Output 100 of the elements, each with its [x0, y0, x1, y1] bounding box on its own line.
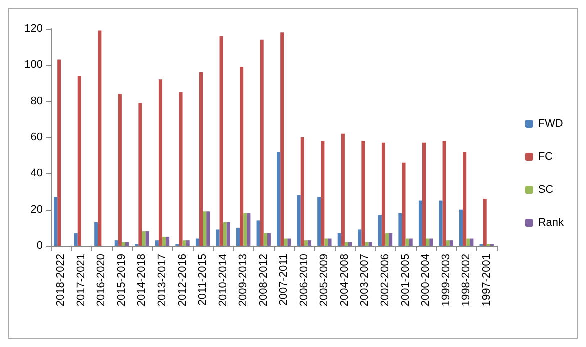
bar [182, 240, 186, 246]
y-tick-label: 120 [24, 23, 43, 35]
bar [365, 242, 369, 246]
legend-label: FWD [538, 118, 564, 130]
y-tick-label: 80 [30, 95, 43, 108]
bar [226, 222, 230, 246]
bar [483, 198, 487, 246]
bar [430, 238, 434, 246]
bar [422, 142, 426, 246]
x-tick-label: 2018-2022 [55, 254, 68, 307]
bar [328, 238, 332, 246]
bar [267, 233, 271, 246]
legend-label: SC [538, 184, 554, 196]
x-tick-label: 2008-2012 [258, 254, 270, 307]
bar [280, 32, 284, 246]
x-tick-label: 2003-2007 [359, 254, 372, 307]
bar [236, 228, 240, 246]
bar [470, 238, 474, 246]
bar [220, 36, 224, 246]
bar [158, 80, 162, 246]
bar [58, 60, 62, 246]
bar [277, 152, 281, 246]
bar [426, 238, 430, 246]
x-tick-label: 2014-2018 [136, 254, 148, 307]
x-tick-label: 2017-2021 [75, 254, 88, 307]
bar [138, 103, 142, 246]
bar [122, 242, 126, 246]
x-tick-label: 1999-2003 [440, 254, 452, 307]
bar [223, 222, 227, 246]
bar [341, 134, 345, 246]
x-tick-label: 1998-2002 [460, 254, 473, 307]
x-tick-label: 2012-2016 [176, 254, 189, 307]
bar [118, 94, 122, 246]
x-tick-label: 2009-2013 [238, 254, 250, 307]
bar [155, 240, 159, 246]
x-tick-label: 2013-2017 [156, 254, 168, 307]
bar [200, 72, 204, 246]
bar [450, 240, 454, 246]
bar [240, 66, 244, 246]
y-tick-label: 0 [36, 240, 43, 252]
bar [344, 242, 348, 246]
bar [54, 197, 58, 246]
bar [206, 212, 210, 246]
bar [146, 232, 150, 246]
bar [288, 238, 292, 246]
bar [247, 213, 251, 246]
x-tick-label: 1997-2001 [480, 254, 493, 307]
bar [216, 230, 220, 246]
bar [297, 195, 301, 246]
x-tick-label: 2006-2010 [298, 254, 310, 307]
y-tick-label: 20 [30, 204, 43, 216]
bar [446, 240, 450, 246]
bar [179, 92, 183, 246]
x-tick-label: 2011-2015 [197, 254, 210, 306]
x-tick-label: 2005-2009 [318, 254, 331, 307]
bar [166, 236, 170, 246]
bar [260, 40, 264, 246]
bar [362, 141, 366, 246]
bar [382, 142, 386, 246]
bar [304, 240, 308, 246]
bar [196, 238, 200, 246]
bar [264, 233, 268, 246]
x-tick-label: 2010-2014 [217, 254, 230, 307]
y-tick-label: 60 [30, 132, 43, 144]
bar [142, 232, 146, 246]
bar [324, 238, 328, 246]
bar [162, 236, 166, 246]
bar [284, 238, 288, 246]
bar [244, 213, 248, 246]
x-tick-label: 2015-2019 [116, 254, 128, 307]
bar [418, 200, 422, 246]
bar [406, 238, 410, 246]
bar [98, 30, 102, 246]
bar [126, 242, 130, 246]
bar [256, 220, 260, 246]
bar [386, 233, 390, 246]
bar [318, 197, 322, 246]
bar [409, 238, 413, 246]
bar [368, 242, 372, 246]
bar [466, 238, 470, 246]
bar [358, 230, 362, 246]
bar [439, 200, 443, 246]
legend-label: Rank [538, 217, 564, 229]
bar [78, 76, 82, 246]
bar [378, 215, 382, 246]
bar [338, 233, 342, 246]
bar [186, 240, 190, 246]
bar [463, 152, 467, 246]
bar [398, 213, 402, 246]
y-tick-label: 100 [24, 59, 43, 72]
x-tick-label: 2007-2011 [278, 254, 290, 306]
x-tick-label: 2000-2004 [420, 254, 432, 307]
bar [94, 222, 98, 246]
x-tick-label: 2004-2008 [338, 254, 351, 307]
bar [203, 212, 207, 246]
bar [308, 240, 312, 246]
bar [348, 242, 352, 246]
x-tick-label: 2001-2005 [400, 254, 412, 307]
bar [442, 141, 446, 246]
bar [321, 141, 325, 246]
